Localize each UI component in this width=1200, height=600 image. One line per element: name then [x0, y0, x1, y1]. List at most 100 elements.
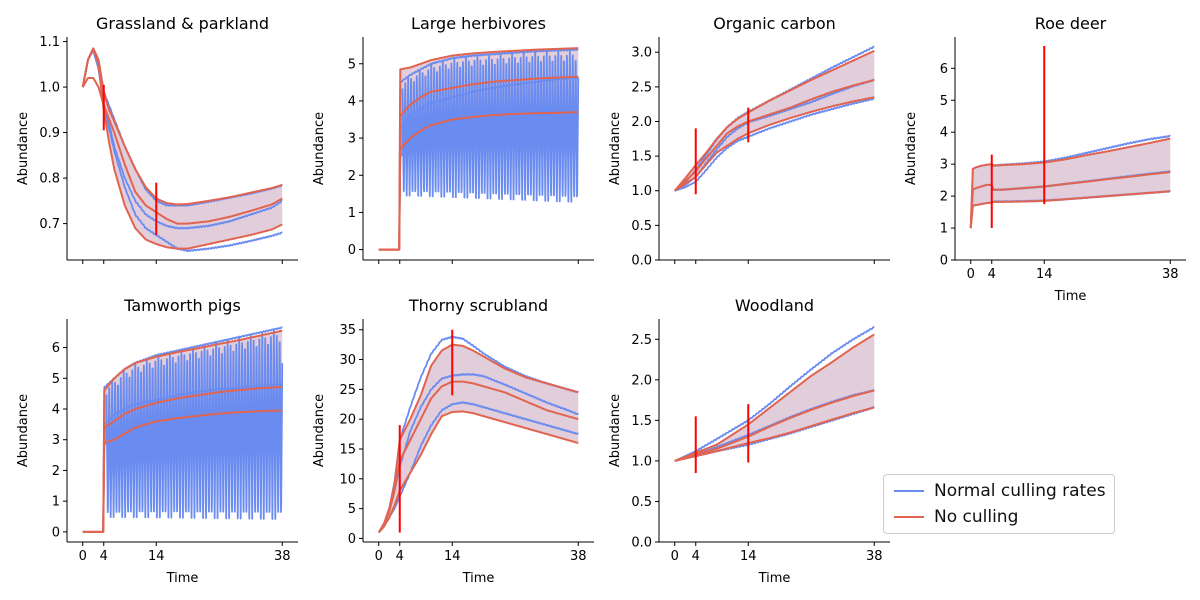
x-tick-label: 0	[375, 549, 383, 564]
y-tick-label: 2.5	[631, 333, 652, 348]
no-culling-line-median	[969, 171, 1171, 229]
y-tick-label: 3.0	[631, 46, 652, 61]
x-tick-label: 38	[866, 549, 883, 564]
x-tick-label: 14	[148, 549, 165, 564]
normal-culling-line-lower	[82, 328, 284, 533]
legend-label-no-culling: No culling	[934, 507, 1019, 527]
no-culling-line-median	[82, 385, 283, 533]
y-tick-label: 3	[52, 433, 60, 448]
chart-title: Grassland & parkland	[96, 14, 269, 33]
y-axis-label: Abundance	[608, 112, 623, 185]
y-tick-label: 5	[52, 372, 60, 387]
normal-culling-line-median	[378, 373, 579, 534]
x-tick-label: 0	[79, 549, 87, 564]
chart-title: Organic carbon	[713, 14, 836, 33]
y-tick-label: 15	[339, 442, 356, 457]
y-tick-label: 1.1	[39, 35, 60, 50]
chart-title: Roe deer	[1035, 14, 1107, 33]
y-axis-label: Abundance	[904, 112, 919, 185]
y-tick-label: 1	[348, 206, 356, 221]
x-axis-label: Time	[462, 571, 495, 586]
y-tick-label: 2	[348, 169, 356, 184]
y-tick-label: 2	[52, 464, 60, 479]
plot-area	[81, 47, 283, 253]
legend-item-no-culling: No culling	[894, 505, 1018, 529]
normal-culling-line-upper	[674, 326, 875, 462]
legend-item-normal: Normal culling rates	[894, 479, 1106, 503]
y-tick-label: 3	[348, 132, 356, 147]
x-tick-label: 38	[1162, 267, 1179, 282]
y-tick-label: 4	[348, 94, 356, 109]
y-axis-label: Abundance	[608, 394, 623, 467]
y-tick-label: 5	[348, 57, 356, 72]
y-axis-label: Abundance	[312, 112, 327, 185]
x-tick-label: 38	[570, 549, 587, 564]
no-culling-line-lower	[377, 410, 579, 534]
y-tick-label: 1	[52, 495, 60, 510]
no-culling-line-median	[674, 78, 875, 192]
no-culling-line-lower	[674, 96, 875, 192]
x-tick-label: 14	[444, 549, 461, 564]
normal-culling-line-median	[81, 49, 283, 230]
no-culling-line-median	[81, 76, 283, 225]
y-tick-label: 0.0	[631, 536, 652, 551]
y-tick-label: 6	[940, 62, 948, 77]
chart-title: Thorny scrubland	[408, 296, 548, 315]
legend-swatch-no-culling	[894, 516, 924, 518]
no-culling-line-lower	[81, 47, 283, 250]
plot-area	[377, 335, 579, 534]
x-tick-label: 4	[396, 549, 404, 564]
y-tick-label: 1.5	[631, 414, 652, 429]
chart-panel-3: 0.0 0.5 1.0 1.5 2.0 2.5 3.0 Organic carbon Abund…	[608, 14, 890, 269]
y-tick-label: 1.0	[39, 81, 60, 96]
no-culling-line-upper	[673, 49, 875, 192]
y-tick-label: 0.9	[39, 126, 60, 141]
x-tick-label: 4	[692, 549, 700, 564]
y-tick-label: 0	[348, 532, 356, 547]
y-tick-label: 2	[940, 190, 948, 205]
y-axis-label: Abundance	[312, 394, 327, 467]
y-axis-label: Abundance	[16, 112, 31, 185]
no-culling-range-band	[674, 50, 875, 191]
y-tick-label: 0.5	[631, 495, 652, 510]
y-tick-label: 20	[339, 413, 356, 428]
no-culling-range-band	[82, 48, 283, 249]
y-tick-label: 2.5	[631, 80, 652, 95]
y-tick-label: 25	[339, 383, 356, 398]
plot-area	[674, 326, 875, 462]
x-tick-label: 14	[1036, 267, 1053, 282]
x-tick-label: 4	[100, 549, 108, 564]
plot-area	[82, 326, 284, 533]
legend-swatch-normal	[894, 490, 924, 492]
no-culling-line-median	[674, 389, 875, 462]
chart-panel-2: 0 1 2 3 4 5 Large herbivores Abundance	[312, 14, 594, 264]
chart-title: Large herbivores	[411, 14, 546, 33]
y-tick-label: 2.0	[631, 115, 652, 130]
no-culling-line-upper	[81, 47, 283, 206]
y-tick-label: 35	[339, 323, 356, 338]
plot-area	[378, 47, 580, 251]
x-axis-label: Time	[758, 571, 791, 586]
normal-culling-line-lower	[674, 97, 875, 192]
no-culling-line-median	[377, 380, 579, 534]
y-tick-label: 2.0	[631, 373, 652, 388]
legend-label-normal: Normal culling rates	[934, 481, 1106, 501]
chart-panel-7: 0.0 0.5 1.0 1.5 2.0 2.5 0 4 14 38 Woodland Abundanc…	[608, 296, 890, 586]
y-tick-label: 4	[940, 126, 948, 141]
x-axis-label: Time	[1054, 289, 1087, 304]
y-tick-label: 4	[52, 402, 60, 417]
no-culling-line-upper	[377, 343, 579, 533]
plot-area	[673, 45, 875, 192]
normal-culling-line-lower	[378, 49, 580, 251]
legend: Normal culling rates No culling	[883, 474, 1115, 534]
y-tick-label: 1.0	[631, 184, 652, 199]
y-tick-label: 6	[52, 341, 60, 356]
no-culling-line-lower	[82, 409, 283, 533]
y-tick-label: 0.0	[631, 254, 652, 269]
y-tick-label: 3	[940, 158, 948, 173]
y-tick-label: 1.5	[631, 150, 652, 165]
x-tick-label: 4	[988, 267, 996, 282]
y-tick-label: 5	[940, 94, 948, 109]
